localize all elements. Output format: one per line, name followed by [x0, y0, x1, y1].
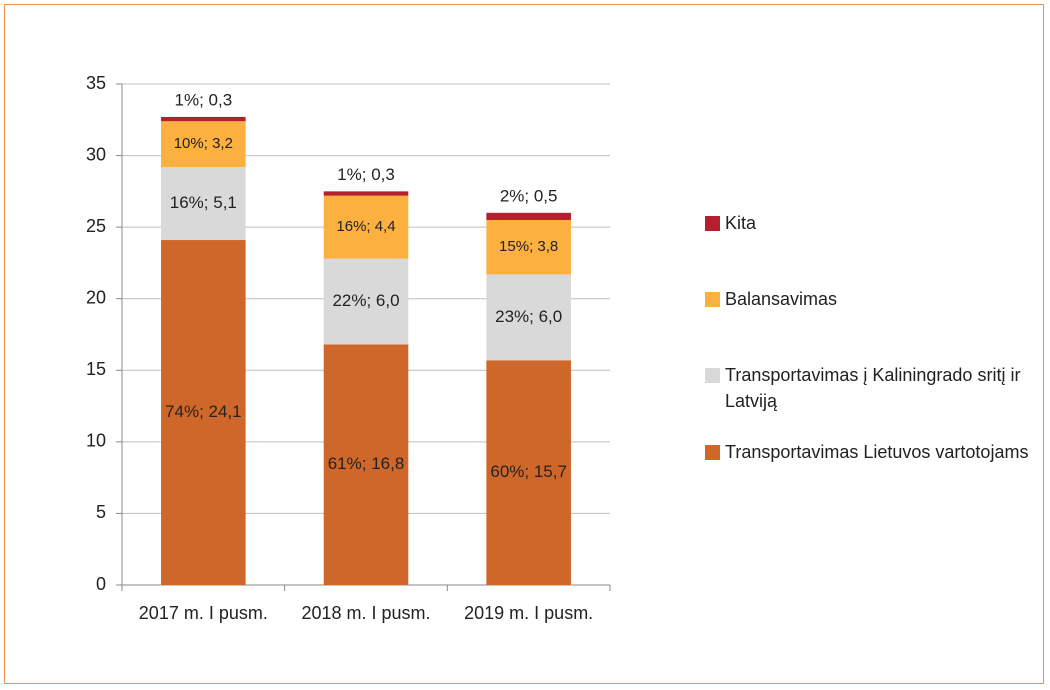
bar-segment	[323, 258, 409, 345]
legend-label: Transportavimas Lietuvos vartotojams	[725, 442, 1029, 462]
data-label: 61%; 16,8	[328, 454, 405, 473]
data-label: 22%; 6,0	[332, 291, 399, 310]
data-label: 10%; 3,2	[174, 135, 233, 152]
bar-segment	[161, 121, 246, 168]
data-label: 15%; 3,8	[499, 238, 558, 255]
y-tick-label: 20	[86, 287, 106, 307]
bar-segment	[486, 219, 571, 275]
y-tick-label: 25	[86, 216, 106, 236]
data-label: 16%; 4,4	[336, 218, 395, 235]
bar-segment	[161, 240, 246, 586]
legend-item: Transportavimas Lietuvos vartotojams	[705, 439, 1035, 465]
x-tick-label: 2018 m. I pusm.	[301, 603, 431, 623]
legend-swatch	[705, 216, 720, 231]
y-tick-label: 30	[86, 144, 106, 164]
data-label: 23%; 6,0	[495, 307, 562, 326]
bar-segment	[486, 360, 571, 585]
x-tick-label: 2017 m. I pusm.	[138, 603, 268, 623]
data-label: 1%; 0,3	[175, 90, 233, 109]
legend-item: Transportavimas į Kaliningrado sritį ir …	[705, 362, 1035, 414]
bar-segment	[161, 116, 246, 122]
y-tick-label: 10	[86, 431, 106, 451]
bar-segment	[323, 195, 409, 259]
legend-swatch	[705, 292, 720, 307]
legend-swatch	[705, 445, 720, 460]
bar-segment	[486, 212, 571, 220]
y-tick-label: 0	[96, 574, 106, 594]
legend-item: Kita	[705, 210, 1035, 236]
frame	[4, 4, 1044, 684]
x-tick-label: 2019 m. I pusm.	[464, 603, 594, 623]
legend-label: Transportavimas į Kaliningrado sritį ir …	[725, 365, 1021, 411]
bar-segment	[161, 167, 246, 241]
legend-item: Balansavimas	[705, 286, 1035, 312]
data-label: 2%; 0,5	[500, 186, 558, 205]
legend-label: Balansavimas	[725, 289, 838, 309]
y-tick-label: 5	[96, 502, 106, 522]
data-label: 60%; 15,7	[490, 462, 567, 481]
y-tick-label: 35	[86, 73, 106, 93]
y-tick-label: 15	[86, 359, 106, 379]
legend-swatch	[705, 368, 720, 383]
data-label: 74%; 24,1	[165, 402, 242, 421]
legend-label: Kita	[725, 213, 757, 233]
bar-segment	[486, 274, 571, 361]
data-label: 16%; 5,1	[170, 193, 237, 212]
bar-segment	[323, 191, 409, 196]
bar-segment	[323, 344, 409, 585]
data-label: 1%; 0,3	[337, 165, 395, 184]
